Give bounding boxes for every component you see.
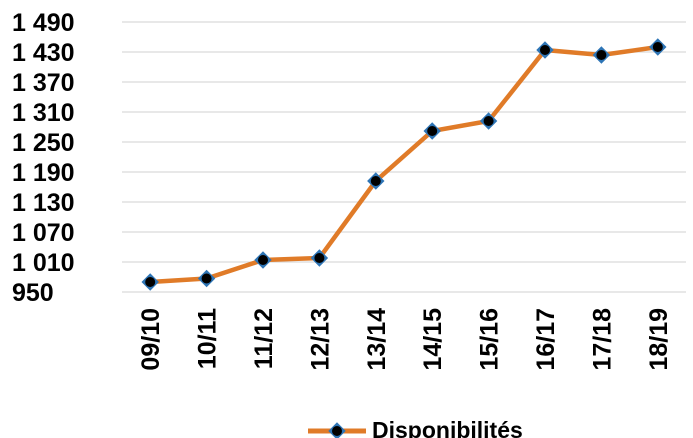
x-tick-label: 14/15 [419, 308, 447, 371]
series-disponibilites [141, 38, 667, 291]
data-point-marker [479, 112, 498, 130]
legend-label-disponibilites: Disponibilités [372, 417, 523, 438]
data-point-marker-core [145, 277, 156, 287]
x-tick-label: 15/16 [476, 308, 504, 371]
data-point-marker-core [540, 45, 550, 55]
x-tick-label: 17/18 [588, 308, 616, 371]
legend-marker [328, 422, 346, 438]
y-tick-label: 1 310 [12, 99, 75, 127]
data-point-marker-core [314, 253, 325, 263]
y-tick-label: 1 130 [12, 189, 75, 217]
y-tick-label: 1 370 [12, 69, 75, 97]
y-tick-label: 1 010 [12, 249, 75, 277]
data-point-marker [592, 46, 611, 64]
data-point-marker-core [258, 255, 268, 265]
data-point-marker [536, 41, 554, 59]
data-point-marker [649, 38, 667, 56]
data-point-marker [197, 269, 216, 288]
x-tick-label: 12/13 [306, 308, 334, 371]
series-line [150, 44, 659, 285]
y-tick-label: 950 [12, 279, 54, 307]
legend-marker-shape [328, 422, 346, 438]
data-point-marker-core [370, 176, 381, 186]
data-point-marker [254, 251, 272, 269]
x-tick-label: 18/19 [645, 308, 673, 371]
data-point-marker-core [652, 42, 663, 52]
data-point-marker [423, 122, 441, 140]
data-point-marker [310, 249, 329, 267]
data-point-marker-core [596, 50, 607, 60]
gridlines [122, 21, 686, 293]
legend-marker-shape-core [332, 426, 342, 436]
y-tick-label: 1 430 [12, 39, 75, 67]
data-point-marker [367, 172, 385, 190]
y-tick-label: 1 250 [12, 129, 75, 157]
x-tick-label: 13/14 [363, 308, 391, 371]
data-point-marker-core [201, 273, 212, 284]
data-point-marker-core [483, 116, 494, 126]
x-tick-label: 11/12 [250, 308, 278, 369]
x-axis-tick-labels: 09/10 10/11 11/12 12/13 13/14 14/15 15/16 16/17… [137, 308, 673, 371]
x-tick-label: 09/10 [137, 308, 165, 371]
data-point-marker-core [427, 126, 438, 136]
x-tick-label: 10/11 [194, 308, 222, 369]
y-tick-label: 1 490 [12, 9, 75, 37]
data-point-marker [141, 273, 159, 291]
x-tick-label: 16/17 [532, 308, 560, 371]
y-tick-label: 1 070 [12, 219, 75, 247]
legend: Disponibilités [308, 417, 523, 438]
y-tick-label: 1 190 [12, 159, 75, 187]
